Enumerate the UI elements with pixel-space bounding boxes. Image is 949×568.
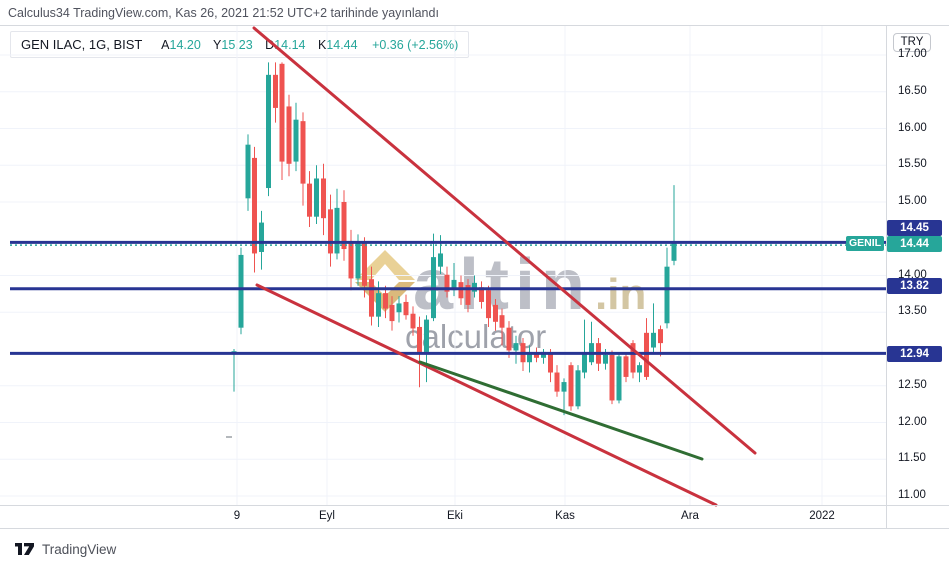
watermark-word: altin <box>413 245 592 325</box>
y-axis-tick: 12.50 <box>898 378 927 391</box>
ohlc-high-value: 15.23 <box>221 38 253 52</box>
change-value: +0.36 (+2.56%) <box>372 38 459 52</box>
x-axis-tick: Eyl <box>319 510 335 522</box>
x-axis-tick: Eki <box>447 510 463 522</box>
x-axis-tick: 2022 <box>809 510 835 522</box>
ohlc-close: K14.44 <box>317 38 358 52</box>
watermark-calculator: calculator <box>405 318 547 355</box>
tradingview-logo-icon <box>15 543 34 555</box>
watermark-suffix: .in <box>595 270 647 319</box>
y-axis-tick: 16.50 <box>898 84 927 97</box>
ohlc-low-value: 14.14 <box>274 38 306 52</box>
watermark-brand: altin .in <box>413 244 646 326</box>
ohlc-high: Y15.23 <box>213 38 253 52</box>
ohlc-open-value: 14.20 <box>169 38 201 52</box>
x-axis-tick: 9 <box>233 510 241 522</box>
tradingview-footer[interactable]: TradingView <box>14 541 116 557</box>
tradingview-brand-text: TradingView <box>42 541 117 557</box>
y-axis-tick: 11.50 <box>898 452 926 465</box>
symbol-legend[interactable]: GEN ILAC, 1G, BIST A14.20 Y15.23 D14.14 … <box>10 31 470 58</box>
ohlc-close-value: 14.44 <box>326 38 358 52</box>
x-axis-tick: Ara <box>681 510 699 522</box>
x-axis-tick: Kas <box>555 510 575 522</box>
published-caption: Calculus34 TradingView.com, Kas 26, 2021… <box>8 6 439 20</box>
price-level-badge: 12.94 <box>887 346 942 362</box>
y-axis-tick: 13.50 <box>898 305 927 318</box>
symbol-price-flag: GENIL <box>846 236 884 251</box>
y-axis-tick: 11.00 <box>898 489 926 501</box>
price-level-badge: 13.82 <box>887 278 942 294</box>
current-price-badge: 14.44 <box>887 236 942 252</box>
price-axis[interactable] <box>886 25 949 505</box>
y-axis-tick: 14.00 <box>898 268 927 281</box>
y-axis-tick: 12.00 <box>898 415 927 428</box>
y-axis-tick: 16.00 <box>898 121 927 134</box>
currency-badge[interactable]: TRY <box>893 33 931 52</box>
ohlc-open: A14.20 <box>161 38 201 52</box>
ohlc-low: D14.14 <box>265 38 306 52</box>
altin-logo-icon <box>355 250 415 312</box>
y-axis-tick: 17.00 <box>898 48 927 60</box>
y-axis-tick: 15.50 <box>898 158 927 171</box>
price-level-badge: 14.45 <box>887 220 942 236</box>
symbol-title: GEN ILAC, 1G, BIST <box>21 37 143 52</box>
y-axis-tick: 15.00 <box>898 195 927 207</box>
